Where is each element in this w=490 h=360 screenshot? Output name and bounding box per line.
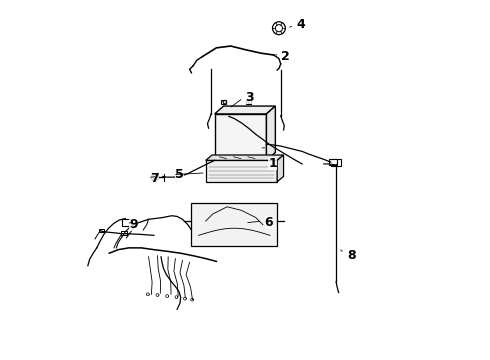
Bar — [206, 160, 277, 182]
Polygon shape — [215, 106, 275, 114]
Circle shape — [151, 174, 159, 181]
Polygon shape — [206, 155, 284, 160]
Bar — [331, 159, 341, 166]
Text: 7: 7 — [150, 172, 159, 185]
Bar — [192, 203, 277, 246]
Bar — [329, 159, 337, 165]
Bar — [98, 229, 104, 232]
Polygon shape — [267, 106, 275, 160]
Circle shape — [248, 100, 252, 104]
Circle shape — [223, 100, 227, 104]
Bar — [245, 100, 251, 104]
Text: 9: 9 — [129, 218, 138, 231]
Text: 5: 5 — [175, 168, 184, 181]
Bar — [121, 231, 127, 235]
Text: 3: 3 — [245, 91, 254, 104]
Text: 2: 2 — [281, 50, 290, 63]
Polygon shape — [277, 155, 284, 182]
Text: 4: 4 — [297, 18, 306, 31]
Text: 1: 1 — [268, 157, 277, 170]
Bar — [220, 100, 226, 104]
Text: 6: 6 — [265, 216, 273, 229]
Text: 8: 8 — [347, 248, 355, 261]
Circle shape — [275, 24, 283, 32]
Circle shape — [272, 22, 285, 35]
Bar — [215, 114, 267, 160]
Bar — [122, 219, 131, 226]
